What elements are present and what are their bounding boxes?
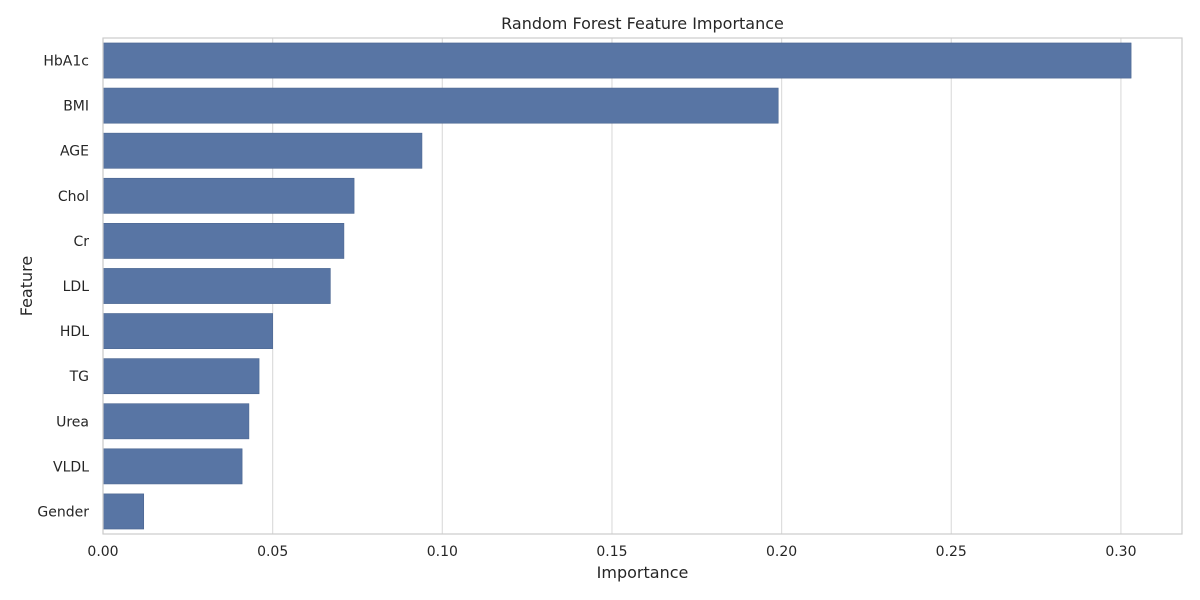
bar-gender — [102, 493, 145, 530]
y-tick-label: BMI — [63, 99, 89, 115]
y-tick-labels: HbA1c BMI AGE Chol Cr LDL HDL TG Urea VLDL Gender — [37, 54, 89, 521]
x-tick-label: 0.30 — [1105, 544, 1136, 560]
y-tick-label: HbA1c — [43, 54, 89, 70]
y-tick-label: Chol — [58, 189, 89, 205]
bar-age — [102, 132, 423, 169]
bar-ldl — [102, 268, 331, 304]
x-tick-label: 0.05 — [257, 544, 288, 560]
y-tick-label: Gender — [37, 504, 89, 520]
y-tick-label: Urea — [56, 414, 89, 430]
bar-urea — [102, 403, 250, 440]
x-tick-label: 0.00 — [87, 544, 118, 560]
y-tick-label: VLDL — [53, 459, 89, 475]
bar-tg — [102, 358, 260, 395]
bars — [102, 42, 1132, 530]
plot-frame — [102, 37, 1183, 535]
x-tick-label: 0.25 — [936, 544, 967, 560]
y-tick-label: HDL — [60, 324, 89, 340]
y-tick-label: AGE — [60, 144, 89, 160]
bar-hba1c — [102, 42, 1132, 79]
x-axis-title: Importance — [597, 563, 689, 582]
chart-title: Random Forest Feature Importance — [501, 14, 784, 33]
bar-hdl — [102, 313, 273, 349]
y-tick-label: LDL — [63, 279, 90, 295]
y-axis-title: Feature — [17, 256, 36, 316]
bar-vldl — [102, 448, 243, 485]
bar-cr — [102, 223, 345, 259]
x-tick-labels: 0.00 0.05 0.10 0.15 0.20 0.25 0.30 — [87, 544, 1136, 560]
bar-bmi — [102, 87, 779, 124]
y-tick-label: Cr — [73, 234, 89, 250]
x-tick-label: 0.20 — [766, 544, 797, 560]
y-tick-label: TG — [69, 369, 89, 385]
x-tick-label: 0.15 — [596, 544, 627, 560]
bar-chol — [102, 177, 355, 214]
x-tick-label: 0.10 — [427, 544, 458, 560]
